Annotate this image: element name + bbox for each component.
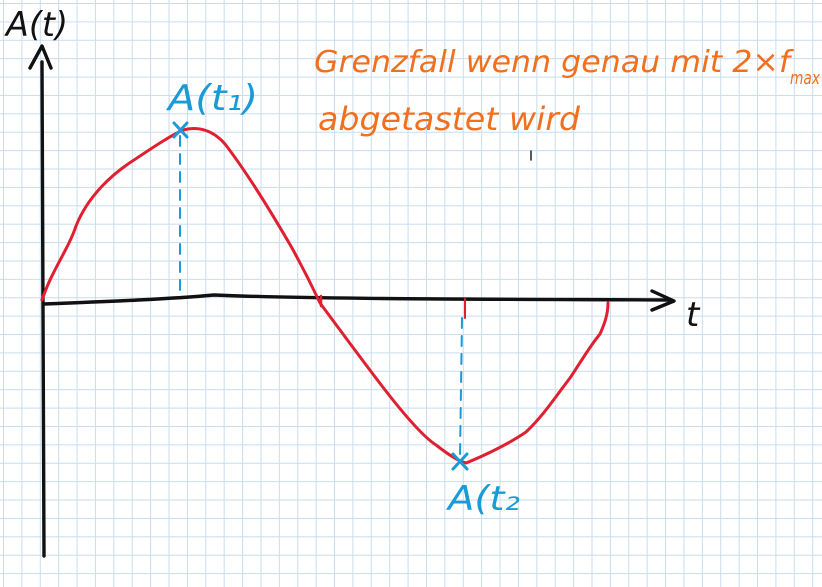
note-line-2: abgetastet wird	[318, 100, 581, 138]
y-axis-line	[40, 60, 46, 558]
y-axis-arrowhead	[28, 44, 53, 70]
note-line-1-subscript: max	[790, 68, 820, 89]
x-axis-arrowhead	[650, 289, 676, 312]
sample-line-t2	[459, 317, 463, 459]
trough-sample-label: A(t₂	[446, 479, 521, 519]
note-line-1: Grenzfall wenn genau mit 2×f	[314, 45, 795, 80]
sample-marker-t2-icon	[451, 452, 469, 471]
sample-marker-t1-icon	[172, 121, 189, 139]
signal-curve	[40, 127, 610, 465]
peak-sample-label: A(t₁)	[166, 78, 258, 119]
x-axis-line	[42, 293, 672, 306]
note-line-1-text: Grenzfall wenn genau mit 2×f	[314, 45, 795, 80]
y-axis-label: A(t)	[4, 5, 68, 45]
x-axis-label: t	[686, 295, 701, 335]
